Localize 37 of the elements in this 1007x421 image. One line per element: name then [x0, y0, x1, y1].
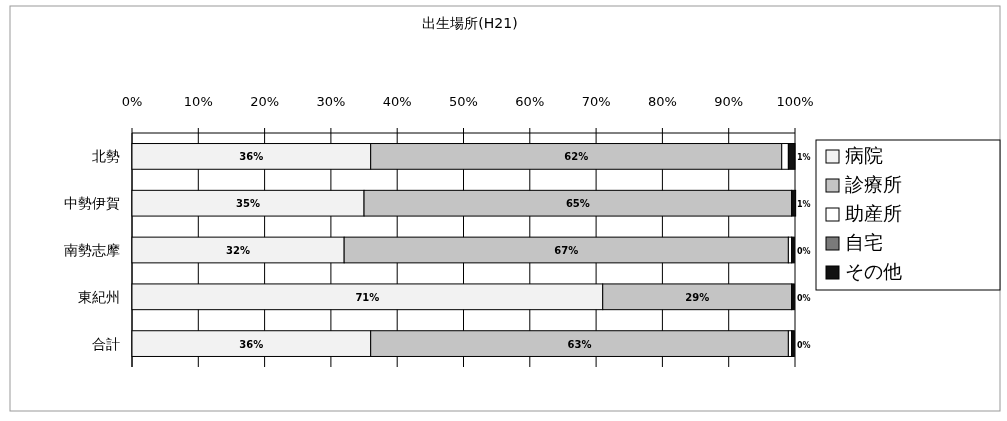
- data-label: 36%: [239, 151, 264, 163]
- x-tick-label: 50%: [449, 94, 478, 109]
- y-tick-label: 南勢志摩: [64, 242, 120, 258]
- data-label: 1%: [797, 200, 811, 210]
- data-label: 0%: [797, 247, 811, 256]
- x-tick-label: 0%: [121, 94, 143, 109]
- x-tick-label: 20%: [250, 94, 280, 109]
- y-tick-label: 東紀州: [78, 288, 120, 305]
- data-label: 63%: [567, 338, 592, 350]
- legend-label: 自宅: [845, 231, 883, 253]
- x-tick-label: 10%: [183, 94, 213, 109]
- legend-label: 助産所: [845, 202, 902, 224]
- data-label: 71%: [355, 291, 380, 303]
- x-tick-label: 100%: [776, 94, 814, 109]
- data-label: 1%: [797, 153, 811, 163]
- data-label: 0%: [797, 293, 811, 303]
- data-label: 32%: [226, 245, 251, 256]
- chart-title: 出生場所(H21): [422, 15, 518, 31]
- x-tick-label: 90%: [714, 94, 744, 109]
- x-tick-label: 40%: [382, 94, 412, 109]
- x-tick-label: 60%: [515, 94, 545, 109]
- legend-label: 診療所: [845, 173, 902, 195]
- x-tick-label: 80%: [647, 94, 677, 109]
- data-label: 65%: [565, 198, 590, 210]
- data-label: 0%: [797, 340, 811, 350]
- x-tick-label: 70%: [581, 94, 611, 109]
- y-tick-label: 北勢: [92, 148, 120, 165]
- data-label: 35%: [236, 198, 260, 210]
- legend-label: その他: [845, 260, 902, 282]
- data-label: 36%: [239, 338, 264, 350]
- data-label: 62%: [564, 151, 589, 163]
- data-label: 29%: [685, 291, 710, 303]
- y-tick-label: 中勢伊賀: [64, 195, 120, 212]
- data-label: 67%: [554, 245, 579, 256]
- legend-label: 病院: [845, 144, 883, 166]
- x-tick-label: 30%: [316, 94, 346, 109]
- y-tick-label: 合計: [92, 335, 120, 352]
